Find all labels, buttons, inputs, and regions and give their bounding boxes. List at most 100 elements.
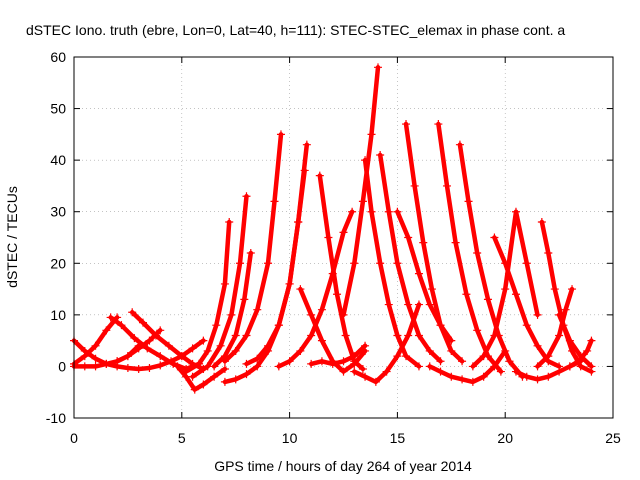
data-series	[339, 63, 382, 319]
data-point-marker	[404, 300, 413, 309]
chart-title: dSTEC Iono. truth (ebre, Lon=0, Lat=40, …	[26, 22, 565, 38]
data-point-marker	[473, 248, 482, 257]
data-point-marker	[462, 290, 471, 299]
data-point-marker	[537, 218, 546, 227]
data-point-marker	[505, 357, 514, 366]
data-point-marker	[333, 290, 342, 299]
data-series	[220, 130, 285, 366]
data-point-marker	[442, 181, 451, 190]
data-point-marker	[425, 300, 434, 309]
data-point-marker	[436, 367, 445, 376]
data-point-marker	[294, 218, 303, 227]
data-point-marker	[220, 357, 229, 366]
data-point-marker	[404, 233, 413, 242]
data-point-marker	[496, 367, 505, 376]
series-trail	[567, 338, 594, 369]
data-point-marker	[436, 357, 445, 366]
data-point-marker	[143, 344, 152, 353]
y-axis-label: dSTEC / TECUs	[4, 186, 20, 288]
data-point-marker	[501, 346, 510, 355]
data-series	[565, 336, 596, 371]
data-point-marker	[361, 341, 370, 350]
series-trail	[427, 348, 508, 385]
data-point-marker	[490, 331, 499, 340]
data-point-marker	[285, 357, 294, 366]
data-point-marker	[123, 352, 132, 361]
data-point-marker	[156, 352, 165, 361]
data-point-marker	[479, 352, 488, 361]
data-point-marker	[188, 344, 197, 353]
data-point-marker	[511, 290, 520, 299]
data-point-marker	[410, 181, 419, 190]
data-point-marker	[393, 331, 402, 340]
data-point-marker	[576, 362, 585, 371]
data-point-marker	[348, 207, 357, 216]
series-trail	[539, 219, 594, 374]
x-tick-label: 20	[497, 430, 513, 446]
data-point-marker	[220, 377, 229, 386]
data-point-marker	[188, 372, 197, 381]
data-point-marker	[544, 352, 553, 361]
x-tick-label: 10	[282, 430, 298, 446]
data-point-marker	[522, 372, 531, 381]
series-trail	[190, 193, 249, 379]
data-point-marker	[302, 140, 311, 149]
data-series	[533, 285, 577, 371]
data-point-marker	[522, 259, 531, 268]
data-point-marker	[199, 380, 208, 389]
data-point-marker	[382, 367, 391, 376]
data-point-marker	[182, 367, 191, 376]
data-point-marker	[328, 359, 337, 368]
data-point-marker	[447, 346, 456, 355]
data-point-marker	[468, 362, 477, 371]
data-point-marker	[358, 197, 367, 206]
data-point-marker	[177, 352, 186, 361]
data-point-marker	[324, 233, 333, 242]
data-point-marker	[447, 372, 456, 381]
data-point-marker	[533, 362, 542, 371]
data-point-marker	[190, 385, 199, 394]
data-point-marker	[274, 321, 283, 330]
data-point-marker	[300, 166, 309, 175]
data-point-marker	[123, 363, 132, 372]
data-point-marker	[210, 372, 219, 381]
data-point-marker	[550, 285, 559, 294]
data-point-marker	[216, 341, 225, 350]
data-point-marker	[315, 171, 324, 180]
data-point-marker	[376, 150, 385, 159]
data-series	[182, 218, 234, 376]
data-point-marker	[533, 310, 542, 319]
data-point-marker	[253, 354, 262, 363]
data-series	[188, 192, 251, 381]
y-tick-label: 10	[50, 307, 66, 323]
data-point-marker	[414, 331, 423, 340]
data-point-marker	[414, 362, 423, 371]
data-point-marker	[479, 372, 488, 381]
data-point-marker	[511, 207, 520, 216]
data-point-marker	[490, 362, 499, 371]
data-point-marker	[451, 238, 460, 247]
data-series	[425, 346, 510, 386]
data-point-marker	[231, 346, 240, 355]
data-point-marker	[106, 313, 115, 322]
data-series	[242, 166, 309, 368]
data-series	[468, 207, 542, 371]
data-point-marker	[434, 120, 443, 129]
data-series	[393, 207, 456, 345]
data-point-marker	[199, 336, 208, 345]
data-point-marker	[544, 248, 553, 257]
data-point-marker	[102, 359, 111, 368]
data-point-marker	[350, 367, 359, 376]
data-series	[173, 362, 229, 394]
data-point-marker	[210, 362, 219, 371]
data-point-marker	[464, 197, 473, 206]
data-point-marker	[533, 375, 542, 384]
data-point-marker	[361, 372, 370, 381]
data-point-marker	[339, 310, 348, 319]
data-point-marker	[544, 372, 553, 381]
data-point-marker	[447, 336, 456, 345]
data-point-marker	[102, 326, 111, 335]
series-trail	[183, 219, 232, 374]
series-trail	[317, 173, 366, 372]
